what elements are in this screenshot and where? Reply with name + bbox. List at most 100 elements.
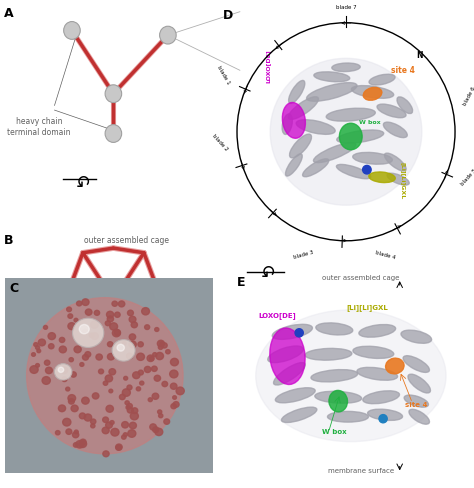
Circle shape [152, 366, 157, 371]
Circle shape [99, 369, 104, 374]
Text: D: D [223, 8, 233, 21]
Circle shape [106, 406, 113, 412]
Circle shape [59, 337, 65, 343]
Text: blade 2: blade 2 [211, 134, 228, 152]
Circle shape [160, 342, 164, 346]
Circle shape [84, 414, 91, 421]
Ellipse shape [27, 298, 183, 454]
Circle shape [30, 366, 38, 373]
Circle shape [105, 321, 110, 325]
Circle shape [137, 353, 145, 361]
Circle shape [162, 381, 168, 386]
Circle shape [102, 427, 109, 434]
Circle shape [96, 354, 102, 360]
Circle shape [127, 353, 133, 359]
Circle shape [127, 404, 132, 408]
Circle shape [105, 85, 122, 102]
Circle shape [103, 451, 109, 457]
Circle shape [74, 346, 81, 353]
Circle shape [170, 370, 178, 378]
Ellipse shape [387, 173, 409, 185]
Circle shape [164, 419, 170, 425]
Ellipse shape [351, 85, 394, 98]
Circle shape [133, 372, 140, 379]
Ellipse shape [315, 391, 362, 403]
Text: blade 1: blade 1 [217, 65, 231, 85]
Circle shape [155, 327, 159, 331]
Ellipse shape [282, 407, 317, 423]
Circle shape [122, 342, 126, 345]
Circle shape [92, 393, 99, 399]
Circle shape [45, 360, 50, 366]
Circle shape [158, 345, 163, 349]
Circle shape [112, 329, 120, 337]
Circle shape [132, 408, 138, 413]
Circle shape [91, 424, 95, 428]
Circle shape [295, 329, 303, 337]
Circle shape [160, 26, 176, 44]
Circle shape [66, 429, 72, 434]
Circle shape [112, 340, 135, 361]
Circle shape [137, 387, 141, 391]
Circle shape [128, 310, 133, 316]
Circle shape [123, 433, 128, 437]
Ellipse shape [256, 310, 446, 442]
Circle shape [108, 353, 114, 360]
Ellipse shape [273, 363, 305, 385]
Ellipse shape [313, 142, 356, 163]
Circle shape [150, 424, 156, 430]
Text: blade 4: blade 4 [375, 250, 396, 260]
Circle shape [129, 422, 137, 429]
Circle shape [48, 344, 54, 349]
Ellipse shape [384, 153, 406, 171]
Circle shape [171, 404, 176, 409]
Text: outer assembled cage: outer assembled cage [322, 275, 400, 281]
Text: ↺: ↺ [258, 259, 273, 277]
Circle shape [155, 428, 163, 436]
Ellipse shape [311, 369, 358, 382]
Circle shape [105, 124, 122, 142]
Ellipse shape [339, 123, 362, 150]
Ellipse shape [363, 87, 382, 100]
Ellipse shape [329, 390, 347, 412]
Ellipse shape [328, 411, 368, 422]
Circle shape [162, 343, 167, 348]
Circle shape [129, 334, 136, 340]
Circle shape [67, 307, 72, 312]
Circle shape [63, 280, 77, 296]
Circle shape [108, 342, 113, 347]
Ellipse shape [332, 63, 360, 72]
Circle shape [109, 323, 118, 330]
Ellipse shape [353, 346, 394, 359]
Circle shape [173, 402, 179, 407]
Text: [Li][Li]GXL: [Li][Li]GXL [346, 305, 388, 311]
Ellipse shape [307, 82, 357, 101]
Circle shape [142, 307, 149, 315]
Circle shape [42, 377, 50, 385]
Circle shape [82, 329, 88, 334]
Circle shape [110, 421, 114, 425]
Ellipse shape [403, 356, 429, 372]
Circle shape [146, 358, 160, 373]
Circle shape [157, 340, 164, 347]
Ellipse shape [353, 152, 392, 164]
Ellipse shape [367, 409, 402, 421]
Circle shape [58, 405, 65, 412]
Circle shape [145, 325, 150, 329]
Ellipse shape [357, 367, 398, 380]
Text: membrane surface: membrane surface [328, 468, 394, 474]
Circle shape [150, 357, 154, 361]
Text: A: A [4, 7, 14, 20]
Ellipse shape [326, 108, 375, 121]
Circle shape [89, 333, 94, 338]
Ellipse shape [290, 134, 311, 158]
Circle shape [107, 311, 114, 318]
Ellipse shape [314, 72, 350, 82]
Circle shape [165, 349, 170, 354]
Circle shape [379, 415, 387, 423]
Circle shape [150, 280, 164, 296]
Ellipse shape [408, 374, 430, 393]
Ellipse shape [296, 120, 335, 134]
Circle shape [74, 318, 78, 322]
Circle shape [63, 418, 71, 426]
